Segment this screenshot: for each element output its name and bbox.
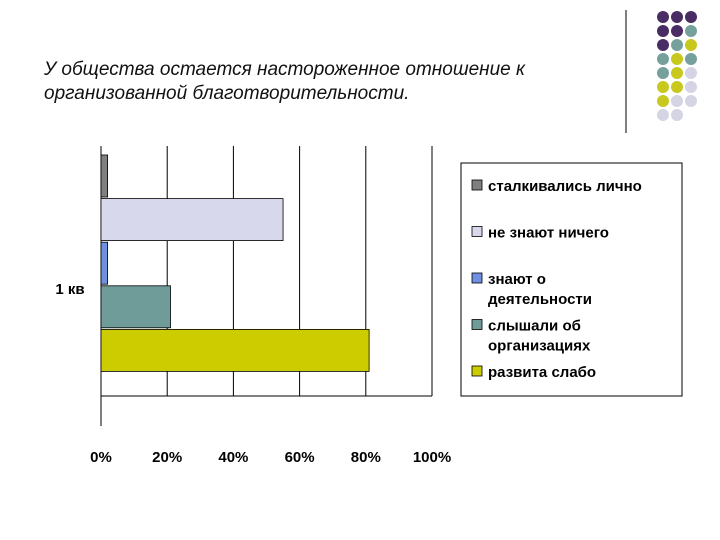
- x-tick-label: 40%: [218, 449, 248, 466]
- decorative-dot: [671, 11, 683, 23]
- decorative-dot: [685, 25, 697, 37]
- decorative-dot: [685, 95, 697, 107]
- decorative-dot: [657, 81, 669, 93]
- decorative-dot: [685, 11, 697, 23]
- decorative-dot-grid: [625, 10, 697, 133]
- legend-swatch-5: [471, 365, 483, 377]
- decorative-dot: [657, 67, 669, 79]
- x-tick-label: 80%: [351, 449, 381, 466]
- decorative-dot: [657, 25, 669, 37]
- legend-swatch-1: [471, 179, 483, 191]
- decorative-dot: [657, 11, 669, 23]
- x-tick-label: 20%: [152, 449, 182, 466]
- decorative-dot: [671, 67, 683, 79]
- decorative-dot: [685, 67, 697, 79]
- bar-2: [100, 198, 284, 242]
- decorative-dot: [671, 95, 683, 107]
- bar-4: [100, 285, 171, 329]
- slide-title-line-1: У общества остается настороженное отноше…: [44, 59, 525, 80]
- slide-title-line-2: организованной благотворительности.: [44, 83, 410, 104]
- legend-swatch-2: [471, 226, 483, 237]
- legend-label: деятельности: [488, 291, 592, 308]
- decorative-dot: [685, 53, 697, 65]
- legend-label: слышали об: [488, 318, 581, 335]
- x-tick-label: 100%: [413, 449, 451, 466]
- bar-1: [100, 154, 109, 198]
- decorative-dot: [685, 39, 697, 51]
- decorative-dot: [671, 25, 683, 37]
- decorative-dot: [671, 53, 683, 65]
- bar-3: [100, 241, 109, 285]
- legend-swatch-3: [471, 272, 483, 284]
- legend-label: знают о: [488, 271, 546, 288]
- decorative-dot: [657, 39, 669, 51]
- bar-5: [100, 328, 370, 372]
- decorative-dot: [671, 81, 683, 93]
- slide-title: У общества остается настороженное отноше…: [44, 58, 624, 106]
- legend-label: сталкивались лично: [488, 178, 642, 195]
- legend-swatch-4: [471, 319, 483, 330]
- decorative-dot: [657, 109, 669, 121]
- legend-label: развита слабо: [488, 364, 596, 381]
- legend-label: не знают ничего: [488, 225, 609, 242]
- x-tick-label: 60%: [285, 449, 315, 466]
- decorative-dot: [671, 109, 683, 121]
- decorative-dot: [657, 53, 669, 65]
- legend-label: организациях: [488, 338, 591, 355]
- legend-box: [460, 162, 683, 397]
- decorative-dot: [657, 95, 669, 107]
- decorative-dot: [671, 39, 683, 51]
- category-label: 1 кв: [55, 281, 84, 298]
- x-tick-label: 0%: [90, 449, 112, 466]
- decorative-dot: [685, 81, 697, 93]
